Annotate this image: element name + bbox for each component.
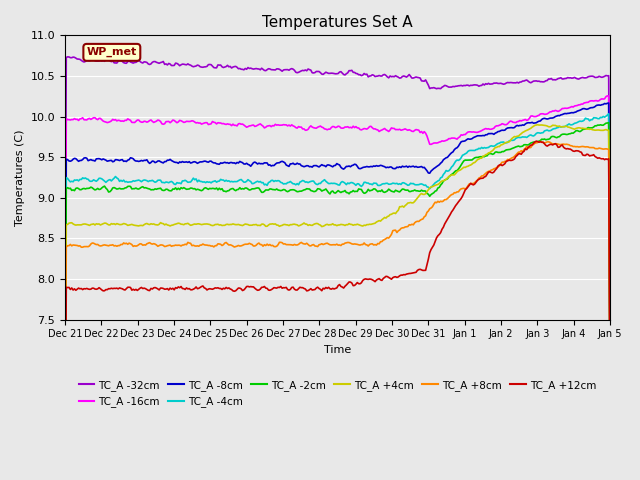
TC_A -8cm [239, 160, 246, 166]
TC_A +4cm [458, 167, 465, 172]
TC_A -16cm [458, 132, 465, 138]
Title: Temperatures Set A: Temperatures Set A [262, 15, 413, 30]
TC_A +4cm [277, 223, 285, 228]
TC_A -32cm [278, 68, 286, 74]
TC_A -2cm [277, 188, 285, 193]
TC_A +12cm [277, 284, 285, 289]
TC_A +8cm [61, 471, 68, 477]
TC_A -32cm [606, 357, 614, 363]
TC_A -32cm [61, 345, 68, 351]
Line: TC_A +12cm: TC_A +12cm [65, 141, 610, 480]
TC_A -8cm [454, 144, 462, 149]
TC_A +4cm [61, 456, 68, 462]
TC_A -8cm [404, 164, 412, 170]
TC_A -32cm [240, 67, 248, 72]
TC_A +8cm [277, 240, 285, 245]
TC_A +12cm [606, 413, 614, 419]
Line: TC_A -4cm: TC_A -4cm [65, 114, 610, 428]
TC_A +4cm [606, 394, 614, 399]
TC_A -16cm [277, 122, 285, 128]
X-axis label: Time: Time [324, 345, 351, 355]
Line: TC_A -32cm: TC_A -32cm [65, 57, 610, 360]
TC_A -2cm [606, 388, 614, 394]
TC_A -8cm [127, 155, 134, 161]
TC_A -8cm [277, 159, 285, 165]
TC_A +8cm [606, 406, 614, 412]
TC_A -32cm [64, 54, 72, 60]
Y-axis label: Temperatures (C): Temperatures (C) [15, 129, 25, 226]
Line: TC_A -8cm: TC_A -8cm [65, 103, 610, 415]
TC_A -4cm [61, 425, 68, 431]
TC_A -16cm [404, 127, 412, 133]
Text: WP_met: WP_met [86, 47, 137, 58]
TC_A -4cm [127, 179, 134, 185]
TC_A -2cm [61, 432, 68, 438]
TC_A -16cm [454, 135, 462, 141]
TC_A -8cm [61, 412, 68, 418]
TC_A +8cm [454, 189, 462, 195]
TC_A -4cm [605, 111, 612, 117]
TC_A -8cm [606, 375, 614, 381]
TC_A -16cm [606, 371, 614, 377]
TC_A +8cm [127, 241, 134, 247]
Line: TC_A +4cm: TC_A +4cm [65, 125, 610, 459]
TC_A -4cm [404, 182, 412, 188]
TC_A -2cm [458, 162, 465, 168]
TC_A +4cm [454, 168, 462, 174]
TC_A -4cm [454, 157, 462, 163]
TC_A -4cm [239, 178, 246, 184]
TC_A -32cm [459, 83, 467, 89]
TC_A +12cm [458, 196, 465, 202]
TC_A +12cm [532, 138, 540, 144]
TC_A -4cm [458, 155, 465, 161]
TC_A +4cm [404, 200, 412, 206]
TC_A -16cm [61, 385, 68, 391]
TC_A -32cm [405, 72, 413, 77]
TC_A -2cm [239, 186, 246, 192]
TC_A +4cm [127, 222, 134, 228]
TC_A -16cm [239, 121, 246, 127]
TC_A -4cm [277, 180, 285, 185]
Line: TC_A -16cm: TC_A -16cm [65, 96, 610, 388]
TC_A +4cm [239, 223, 246, 228]
TC_A +12cm [404, 271, 412, 276]
Line: TC_A +8cm: TC_A +8cm [65, 142, 610, 474]
TC_A -2cm [404, 187, 412, 193]
TC_A +12cm [127, 285, 134, 290]
TC_A -2cm [605, 120, 612, 126]
TC_A -32cm [128, 60, 136, 65]
TC_A -16cm [604, 93, 611, 99]
TC_A -4cm [606, 382, 614, 388]
TC_A -2cm [127, 183, 134, 189]
TC_A +12cm [454, 199, 462, 205]
TC_A +8cm [536, 139, 544, 144]
TC_A +8cm [458, 186, 465, 192]
TC_A -16cm [127, 118, 134, 123]
TC_A -32cm [456, 83, 463, 89]
TC_A +4cm [534, 122, 541, 128]
TC_A +12cm [239, 288, 246, 293]
TC_A -2cm [454, 166, 462, 172]
Legend: TC_A -32cm, TC_A -16cm, TC_A -8cm, TC_A -4cm, TC_A -2cm, TC_A +4cm, TC_A +8cm, T: TC_A -32cm, TC_A -16cm, TC_A -8cm, TC_A … [74, 376, 600, 411]
TC_A +8cm [239, 242, 246, 248]
TC_A +8cm [404, 224, 412, 229]
TC_A -8cm [605, 100, 612, 106]
TC_A -8cm [458, 139, 465, 144]
Line: TC_A -2cm: TC_A -2cm [65, 123, 610, 435]
